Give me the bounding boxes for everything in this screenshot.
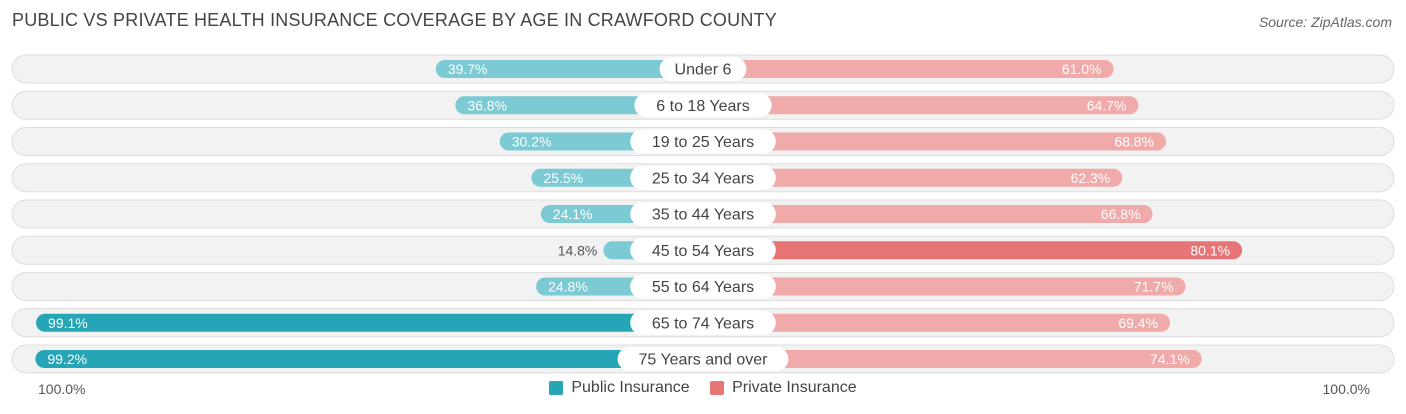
chart-legend: Public Insurance Private Insurance: [0, 379, 1406, 400]
data-label-private: 68.8%: [1114, 134, 1154, 150]
data-label-public: 24.1%: [553, 206, 593, 222]
legend-item-public[interactable]: Public Insurance: [549, 379, 690, 397]
category-pill: [659, 57, 747, 81]
data-label-public: 99.1%: [48, 315, 88, 331]
category-label: 25 to 34 Years: [652, 170, 754, 187]
category-label: 45 to 54 Years: [652, 243, 754, 260]
bar-private: [703, 132, 1167, 151]
data-label-private: 71.7%: [1134, 279, 1174, 295]
bar-private: [703, 60, 1114, 78]
data-label-private: 62.3%: [1071, 170, 1111, 186]
category-pill: [630, 238, 776, 263]
axis-max-label: 100.0%: [1322, 381, 1370, 397]
chart-title: PUBLIC VS PRIVATE HEALTH INSURANCE COVER…: [12, 10, 777, 30]
bar-private: [703, 277, 1186, 296]
data-label-public: 99.2%: [47, 351, 87, 367]
category-label: Under 6: [675, 62, 732, 79]
category-pill: [630, 129, 776, 154]
bar-private: [703, 205, 1153, 223]
data-label-private: 69.4%: [1118, 315, 1158, 331]
legend-swatch-public: [549, 381, 564, 395]
category-pill: [634, 93, 772, 118]
category-label: 65 to 74 Years: [652, 315, 754, 332]
bar-private: [703, 96, 1139, 115]
data-label-public: 25.5%: [543, 170, 583, 186]
bar-public: [435, 60, 703, 78]
legend-swatch-private: [710, 381, 725, 395]
category-label: 35 to 44 Years: [652, 207, 754, 224]
category-label: 55 to 64 Years: [652, 279, 754, 296]
category-pill: [630, 202, 776, 226]
category-pill: [630, 165, 776, 190]
axis-min-label: 100.0%: [38, 381, 86, 397]
data-label-public: 36.8%: [467, 97, 507, 113]
legend-label-private: Private Insurance: [732, 379, 857, 396]
data-label-public: 24.8%: [548, 279, 588, 295]
data-label-private: 66.8%: [1101, 206, 1141, 222]
data-label-private: 61.0%: [1062, 61, 1102, 77]
bar-private: [703, 350, 1202, 368]
data-label-public: 30.2%: [512, 134, 552, 150]
data-label-public: 39.7%: [448, 61, 488, 77]
category-label: 6 to 18 Years: [656, 98, 749, 115]
data-label-private: 80.1%: [1190, 242, 1230, 258]
bar-public: [35, 350, 704, 368]
data-label-public: 14.8%: [558, 242, 598, 258]
data-label-private: 64.7%: [1087, 97, 1127, 113]
bar-private: [703, 241, 1243, 260]
bar-private: [703, 168, 1123, 187]
chart-source: Source: ZipAtlas.com: [1258, 14, 1392, 30]
category-pill: [630, 274, 776, 299]
category-pill: [617, 347, 789, 371]
category-label: 19 to 25 Years: [652, 134, 754, 151]
legend-item-private[interactable]: Private Insurance: [710, 379, 857, 397]
data-label-private: 74.1%: [1150, 351, 1190, 367]
bar-private: [703, 313, 1171, 332]
category-pill: [630, 310, 776, 335]
bar-public: [36, 313, 703, 332]
legend-label-public: Public Insurance: [571, 379, 690, 396]
category-label: 75 Years and over: [639, 352, 769, 369]
